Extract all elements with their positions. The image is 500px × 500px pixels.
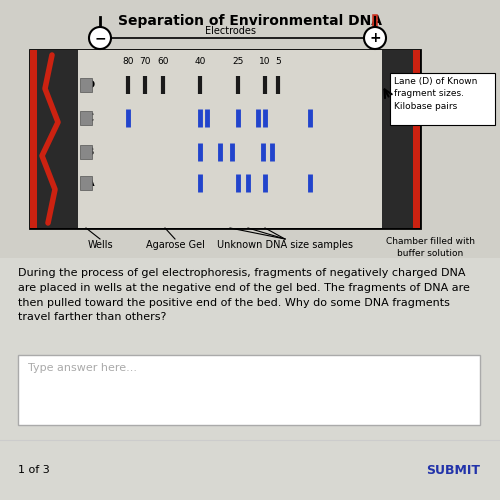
Text: C: C [86, 113, 94, 123]
Text: Wells: Wells [87, 240, 113, 250]
Text: 40: 40 [194, 58, 205, 66]
Bar [30, 50, 78, 228]
Text: B: B [86, 147, 94, 157]
Text: Electrodes: Electrodes [204, 26, 256, 36]
Bar [30, 50, 37, 228]
Text: 25: 25 [232, 58, 243, 66]
Text: A: A [86, 178, 94, 188]
Text: 10: 10 [259, 58, 271, 66]
Bar [80, 145, 92, 159]
Text: During the process of gel electrophoresis, fragments of negatively charged DNA
a: During the process of gel electrophoresi… [18, 268, 470, 322]
Circle shape [364, 27, 386, 49]
Text: 1 of 3: 1 of 3 [18, 465, 50, 475]
Text: 60: 60 [157, 58, 169, 66]
Text: −: − [94, 31, 106, 45]
Bar [390, 73, 495, 125]
Bar [30, 50, 420, 228]
Text: 5: 5 [275, 58, 281, 66]
Bar [78, 50, 382, 228]
Text: Unknown DNA size samples: Unknown DNA size samples [217, 240, 353, 250]
Text: Agarose Gel: Agarose Gel [146, 240, 204, 250]
Bar [382, 50, 420, 228]
Bar [80, 111, 92, 125]
Text: Lane (D) of Known
fragment sizes.
Kilobase pairs: Lane (D) of Known fragment sizes. Kiloba… [394, 77, 477, 111]
Bar [80, 176, 92, 190]
Text: Chamber filled with
buffer solution: Chamber filled with buffer solution [386, 237, 474, 258]
Bar [80, 78, 92, 92]
Text: +: + [369, 31, 381, 45]
Bar [18, 355, 480, 425]
Text: Separation of Environmental DNA: Separation of Environmental DNA [118, 14, 382, 28]
Bar [0, 258, 500, 500]
Text: Type answer here...: Type answer here... [28, 363, 137, 373]
Bar [413, 50, 420, 228]
Text: 70: 70 [139, 58, 151, 66]
Text: D: D [86, 80, 95, 90]
Text: SUBMIT: SUBMIT [426, 464, 480, 476]
Circle shape [89, 27, 111, 49]
Text: 80: 80 [122, 58, 134, 66]
